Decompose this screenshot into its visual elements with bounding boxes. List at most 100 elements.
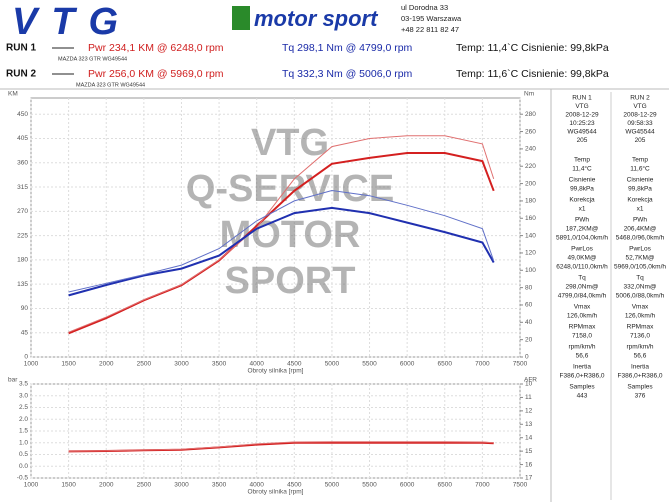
y2-tick-label: 12 (525, 408, 533, 415)
row-value: 126,0km/h (625, 313, 656, 320)
address: +48 22 811 82 47 (401, 25, 459, 34)
run-power: Pwr 234,1 KM @ 6248,0 rpm (88, 42, 224, 54)
y2-tick-label: 15 (525, 448, 533, 455)
address: ul Dorodna 33 (401, 3, 448, 12)
y-axis-label: KM (8, 91, 18, 98)
run-torque: Tq 298,1 Nm @ 4799,0 rpm (282, 42, 413, 54)
row-label: PwrLos (629, 246, 651, 253)
y2-tick-label: 280 (525, 111, 536, 118)
run-conditions: Temp: 11,4`C Cisnienie: 99,8kPa (456, 42, 609, 54)
x-tick-label: 6500 (438, 482, 453, 489)
row-label: Vmax (574, 304, 591, 311)
y2-tick-label: 200 (525, 180, 536, 187)
y2-tick-label: 260 (525, 128, 536, 135)
x-tick-label: 1000 (24, 361, 39, 368)
run-power: Pwr 256,0 KM @ 5969,0 rpm (88, 68, 224, 80)
series-line (68, 189, 495, 293)
row-label: Vmax (632, 304, 649, 311)
y-tick-label: 180 (17, 257, 28, 264)
row-label: PwrLos (571, 246, 593, 253)
y2-tick-label: 14 (525, 434, 533, 441)
row-label: Korekcja (627, 197, 653, 204)
y2-axis-label: AFR (524, 377, 537, 384)
row-label: Samples (569, 384, 595, 391)
y-tick-label: 405 (17, 135, 28, 142)
run-car: MAZDA 323 GTR WG49544 (58, 56, 127, 62)
row-label: Cisnienie (627, 177, 654, 184)
y2-tick-label: 80 (525, 284, 533, 291)
y-tick-label: 3.0 (19, 392, 28, 399)
watermark: VTG (251, 122, 329, 164)
x-axis-label: Obroty silnika [rpm] (248, 368, 304, 375)
row-value: 5969,0/105,0km/h (614, 264, 666, 271)
row-label: Inertia (573, 364, 591, 371)
row-value: 443 (577, 393, 588, 400)
row-value: 4799,0/84,0km/h (558, 293, 607, 300)
y-tick-label: 270 (17, 208, 28, 215)
row-value: 52,7KM@ (626, 255, 655, 262)
run-info: 10:25:23 (569, 120, 595, 127)
series-line (68, 441, 494, 452)
y2-tick-label: 13 (525, 421, 533, 428)
row-value: 5468,0/96,0km/h (616, 235, 665, 242)
run-info: 205 (635, 137, 646, 144)
run-info: 09:58:33 (627, 120, 653, 127)
y2-axis-label: Nm (524, 91, 534, 98)
x-tick-label: 4000 (249, 482, 264, 489)
y-tick-label: 45 (21, 329, 29, 336)
y-tick-label: 0.0 (19, 463, 28, 470)
y-tick-label: 0 (24, 354, 28, 361)
x-tick-label: 4000 (249, 361, 264, 368)
row-value: 56,6 (634, 353, 647, 360)
run-conditions: Temp: 11,6`C Cisnienie: 99,8kPa (456, 68, 609, 80)
row-value: 187,2KM@ (566, 226, 599, 233)
y2-tick-label: 240 (525, 146, 536, 153)
y-tick-label: 360 (17, 159, 28, 166)
row-label: Korekcja (569, 197, 595, 204)
y-tick-label: 225 (17, 232, 28, 239)
x-tick-label: 6500 (438, 361, 453, 368)
run-torque: Tq 332,3 Nm @ 5006,0 rpm (282, 68, 413, 80)
y2-tick-label: 20 (525, 336, 533, 343)
row-label: Temp (574, 157, 590, 164)
y-tick-label: 2.0 (19, 416, 28, 423)
y2-tick-label: 160 (525, 215, 536, 222)
row-value: 11,4°C (572, 165, 592, 173)
y-tick-label: 2.5 (19, 404, 28, 411)
y-tick-label: 315 (17, 184, 28, 191)
watermark: SPORT (225, 260, 356, 302)
y-tick-label: 1.0 (19, 439, 28, 446)
row-value: 332,0Nm@ (624, 284, 657, 291)
x-tick-label: 6000 (400, 482, 415, 489)
y2-tick-label: 180 (525, 198, 536, 205)
row-value: 5006,0/88,0km/h (616, 293, 665, 300)
run-label: RUN 2 (6, 69, 36, 80)
x-tick-label: 2000 (99, 361, 114, 368)
row-label: rpm/km/h (568, 344, 595, 351)
row-value: 5891,0/104,0km/h (556, 235, 608, 242)
row-label: Inertia (631, 364, 649, 371)
y2-tick-label: 120 (525, 250, 536, 257)
row-value: x1 (637, 206, 644, 213)
y2-tick-label: 11 (525, 394, 532, 401)
row-label: rpm/km/h (626, 344, 653, 351)
row-label: Samples (627, 384, 653, 391)
row-value: 56,6 (576, 353, 589, 360)
x-tick-label: 6000 (400, 361, 415, 368)
x-tick-label: 1000 (24, 482, 39, 489)
run-info: VTG (575, 103, 588, 110)
logo-box (232, 6, 250, 30)
row-label: RPMmax (569, 324, 596, 331)
row-value: 298,0Nm@ (566, 284, 599, 291)
x-tick-label: 1500 (61, 482, 76, 489)
logo2: motor sport (254, 6, 379, 31)
x-tick-label: 2500 (137, 482, 152, 489)
x-tick-label: 7000 (475, 361, 490, 368)
row-value: 99,8kPa (570, 186, 594, 193)
row-value: F386,0+R386,0 (618, 373, 663, 380)
y2-tick-label: 16 (525, 461, 533, 468)
x-tick-label: 1500 (61, 361, 76, 368)
y2-tick-label: 100 (525, 267, 536, 274)
row-label: Tq (636, 275, 644, 282)
